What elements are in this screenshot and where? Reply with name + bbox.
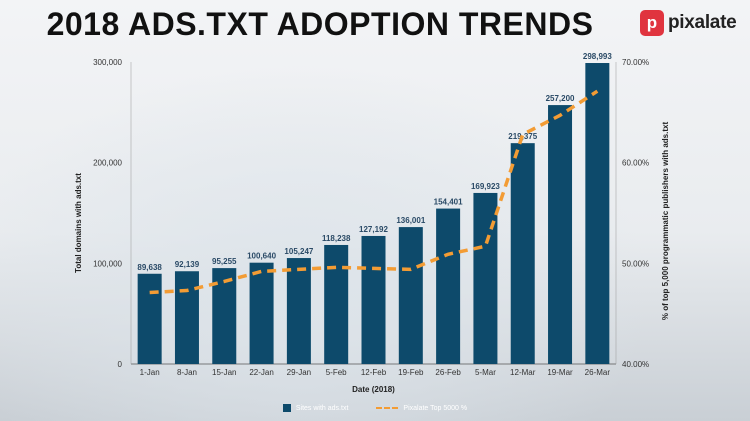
bar-series: [137, 63, 610, 365]
y-tick-labels: 0 100,000 200,000 300,000: [93, 58, 122, 369]
line-series-path: [149, 89, 599, 295]
y2-tick-label: 70.00%: [622, 58, 649, 67]
y2-axis-title: % of top 5,000 programmatic publishers w…: [661, 122, 670, 321]
line-series: [149, 89, 599, 295]
x-tick-label: 19-Mar: [547, 368, 573, 377]
x-tick-label: 12-Feb: [361, 368, 387, 377]
bar-value-label: 127,192: [359, 225, 388, 234]
y2-tick-label: 50.00%: [622, 259, 649, 268]
y2-tick-label: 60.00%: [622, 159, 649, 168]
y-tick-label: 300,000: [93, 58, 122, 67]
bar-value-label: 136,001: [396, 216, 425, 225]
chart-legend: Sites with ads.txt Pixalate Top 5000 %: [0, 404, 750, 412]
x-tick-labels: 1-Jan 8-Jan 15-Jan 22-Jan 29-Jan 5-Feb 12-Feb 1…: [140, 368, 611, 377]
x-tick-label: 5-Mar: [475, 368, 496, 377]
bar-value-label: 92,139: [175, 260, 200, 269]
bar: [436, 208, 461, 364]
x-tick-label: 1-Jan: [140, 368, 160, 377]
bar-value-label: 100,640: [247, 252, 276, 261]
y2-tick-label: 40.00%: [622, 360, 649, 369]
x-tick-label: 19-Feb: [398, 368, 424, 377]
legend-bar-swatch: [282, 404, 291, 412]
logo-text: pixalate: [668, 12, 737, 33]
bar-value-label: 89,638: [137, 263, 162, 272]
x-tick-label: 5-Feb: [326, 368, 347, 377]
legend-item-top5000: Pixalate Top 5000 %: [376, 405, 467, 412]
bar-value-label: 298,993: [583, 52, 612, 61]
bar: [473, 192, 498, 364]
bar-value-label: 169,923: [471, 182, 500, 191]
legend-label-sites: Sites with ads.txt: [295, 404, 349, 412]
y-tick-label: 200,000: [93, 159, 122, 168]
bar-value-label: 118,238: [322, 234, 351, 243]
bar: [361, 235, 386, 364]
x-tick-label: 15-Jan: [212, 368, 236, 377]
x-tick-label: 26-Mar: [585, 368, 611, 377]
bar: [548, 105, 573, 365]
pixalate-logo: p pixalate: [640, 10, 737, 36]
y2-tick-labels: 40.00% 50.00% 60.00% 70.00%: [622, 58, 649, 369]
legend-line-swatch: [376, 407, 399, 409]
bar-value-label: 105,247: [284, 247, 313, 256]
bar: [137, 273, 162, 364]
bar: [286, 258, 311, 364]
y-axis-title: Total domains with ads.txt: [74, 173, 83, 273]
x-tick-label: 29-Jan: [287, 368, 311, 377]
bar: [398, 227, 423, 364]
legend-item-sites: Sites with ads.txt: [282, 404, 349, 412]
x-tick-label: 26-Feb: [435, 368, 461, 377]
bar: [324, 244, 349, 364]
page-title: 2018 ADS.TXT ADOPTION TRENDS: [46, 6, 594, 42]
legend-label-top5000: Pixalate Top 5000 %: [403, 404, 468, 412]
x-tick-label: 8-Jan: [177, 368, 197, 377]
axis-titles: Date (2018) Total domains with ads.txt % o…: [74, 122, 670, 394]
bar-value-label: 154,401: [434, 198, 463, 207]
logo-mark-icon: p: [640, 10, 664, 36]
bar: [585, 63, 610, 365]
bar: [510, 143, 535, 364]
x-axis-title: Date (2018): [352, 385, 395, 394]
bar-value-label: 257,200: [546, 94, 575, 103]
x-tick-label: 12-Mar: [510, 368, 536, 377]
y-tick-label: 100,000: [93, 259, 122, 268]
bar-value-label: 95,255: [212, 257, 237, 266]
bar: [249, 262, 274, 364]
y-tick-label: 0: [118, 360, 123, 369]
x-tick-label: 22-Jan: [249, 368, 273, 377]
bar: [174, 271, 199, 364]
